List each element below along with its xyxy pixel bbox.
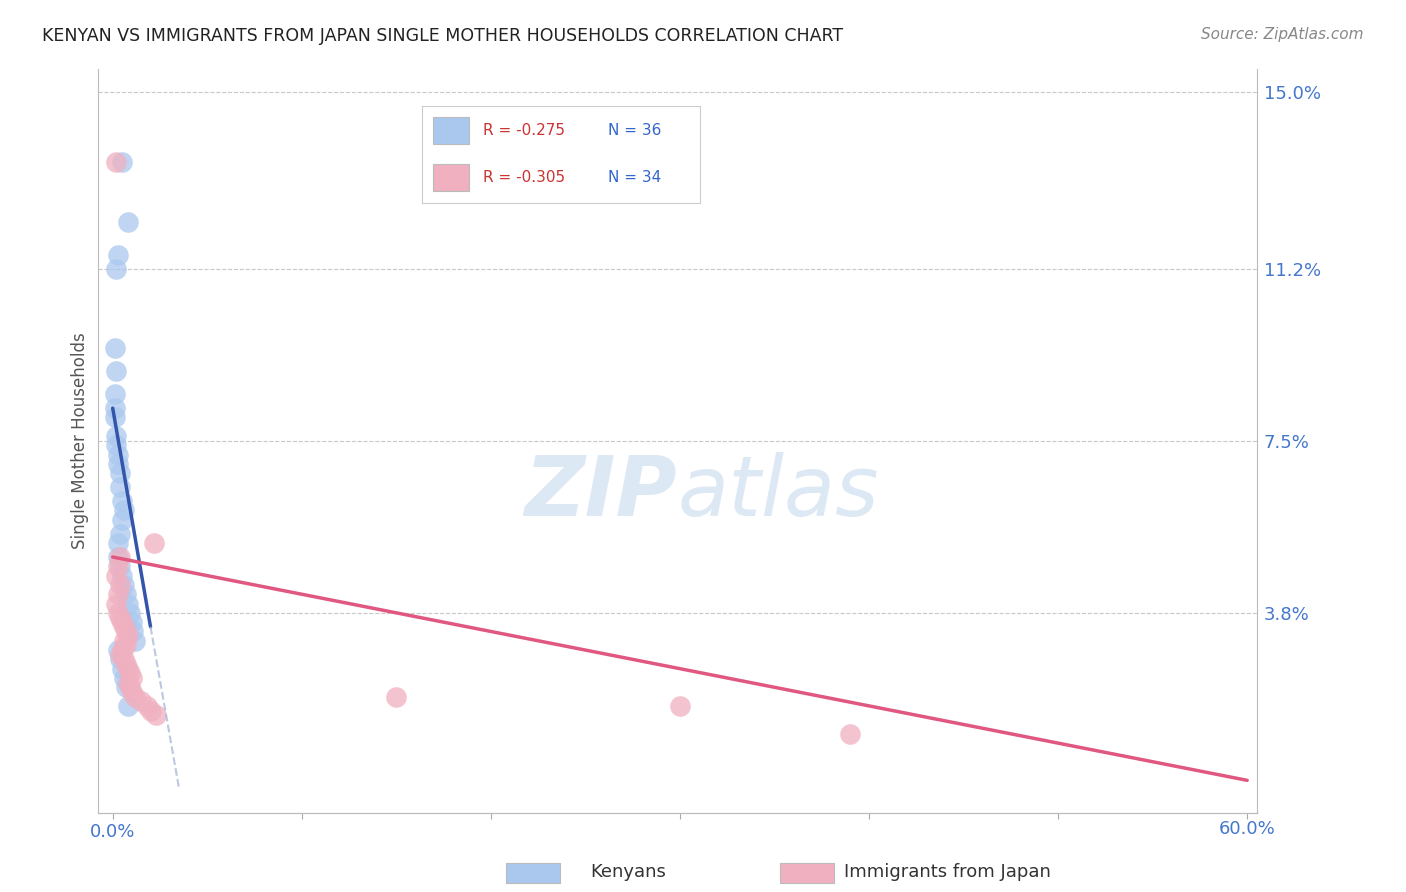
- Text: Kenyans: Kenyans: [591, 863, 666, 881]
- Point: [118, 681, 141, 695]
- Point: [110, 578, 132, 592]
- Text: 60.0%: 60.0%: [1219, 821, 1275, 838]
- Point: [111, 513, 134, 527]
- Text: atlas: atlas: [678, 452, 879, 533]
- Point: [105, 597, 128, 611]
- Point: [107, 643, 129, 657]
- Point: [112, 671, 135, 685]
- Point: [107, 448, 129, 462]
- Point: [110, 526, 132, 541]
- Point: [145, 708, 167, 723]
- Point: [111, 662, 134, 676]
- Text: Immigrants from Japan: Immigrants from Japan: [844, 863, 1050, 881]
- Point: [385, 690, 408, 704]
- Point: [111, 494, 134, 508]
- Point: [110, 648, 132, 662]
- Point: [112, 578, 135, 592]
- Point: [121, 671, 143, 685]
- Point: [107, 247, 129, 261]
- Point: [110, 467, 132, 481]
- Point: [104, 401, 127, 416]
- Point: [112, 652, 135, 666]
- Point: [117, 629, 139, 643]
- Point: [117, 597, 139, 611]
- Text: KENYAN VS IMMIGRANTS FROM JAPAN SINGLE MOTHER HOUSEHOLDS CORRELATION CHART: KENYAN VS IMMIGRANTS FROM JAPAN SINGLE M…: [42, 27, 844, 45]
- Point: [117, 698, 139, 713]
- Y-axis label: Single Mother Households: Single Mother Households: [72, 333, 89, 549]
- Point: [112, 633, 135, 648]
- Point: [110, 480, 132, 494]
- Point: [111, 615, 134, 629]
- Point: [107, 606, 129, 620]
- Point: [122, 624, 145, 639]
- Point: [110, 610, 132, 624]
- Point: [107, 559, 129, 574]
- Point: [111, 568, 134, 582]
- Point: [104, 341, 127, 355]
- Point: [104, 410, 127, 425]
- Point: [124, 633, 146, 648]
- Point: [105, 261, 128, 276]
- Point: [105, 429, 128, 443]
- Point: [121, 685, 143, 699]
- Point: [139, 704, 162, 718]
- Point: [115, 587, 138, 601]
- Point: [115, 624, 138, 639]
- Point: [107, 457, 129, 471]
- Point: [107, 536, 129, 550]
- Point: [105, 154, 128, 169]
- Point: [117, 215, 139, 229]
- Point: [135, 698, 157, 713]
- Point: [118, 606, 141, 620]
- Point: [110, 559, 132, 574]
- Point: [111, 154, 134, 169]
- Point: [118, 666, 141, 681]
- Point: [129, 694, 152, 708]
- Point: [121, 615, 143, 629]
- Text: Source: ZipAtlas.com: Source: ZipAtlas.com: [1201, 27, 1364, 42]
- Point: [112, 620, 135, 634]
- Point: [124, 690, 146, 704]
- Point: [117, 662, 139, 676]
- Point: [112, 503, 135, 517]
- Point: [115, 639, 138, 653]
- Point: [110, 549, 132, 564]
- Point: [105, 438, 128, 452]
- Point: [107, 587, 129, 601]
- Point: [107, 549, 129, 564]
- Point: [839, 727, 862, 741]
- Point: [111, 643, 134, 657]
- Point: [115, 681, 138, 695]
- Point: [115, 657, 138, 671]
- Point: [105, 568, 128, 582]
- Point: [110, 652, 132, 666]
- Point: [105, 364, 128, 378]
- Point: [143, 536, 166, 550]
- Point: [117, 675, 139, 690]
- Point: [669, 698, 692, 713]
- Point: [104, 387, 127, 401]
- Text: ZIP: ZIP: [524, 452, 678, 533]
